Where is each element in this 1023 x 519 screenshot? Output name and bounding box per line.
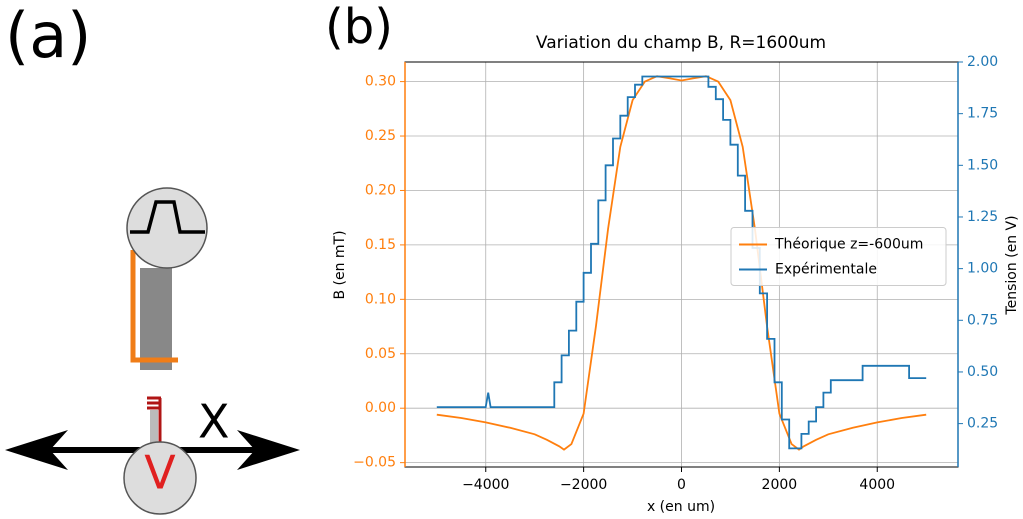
y-tick-label: 0.20 (365, 182, 396, 198)
pulse (130, 200, 205, 234)
x-tick-label: 2000 (762, 477, 798, 493)
y-tick-label: 0.05 (365, 346, 396, 362)
series-line (436, 75, 927, 450)
y-tick-label: 0.25 (365, 128, 396, 144)
y2-axis-label: Tension (en V) (1004, 215, 1020, 315)
y-axis-label: B (en mT) (332, 230, 348, 299)
axis-label: X (198, 395, 230, 449)
x-tick-label: 4000 (859, 477, 895, 493)
y2-tick-label: 0.25 (967, 416, 998, 432)
chart: Variation du champ B, R=1600um x (en um)… (332, 33, 1020, 515)
y-tick-label: 0.10 (365, 291, 396, 307)
x-tick-label: −4000 (462, 477, 509, 493)
legend-label: Expérimentale (775, 262, 877, 278)
arrow-head (237, 430, 300, 470)
voltmeter (123, 441, 197, 515)
y2-tick-label: 0.75 (967, 312, 998, 328)
scope (126, 187, 208, 269)
meter-label: V (144, 446, 176, 500)
y2-tick-label: 1.75 (967, 106, 998, 122)
y-tick-label: 0.00 (365, 400, 396, 416)
y2-tick-label: 1.25 (967, 209, 998, 225)
legend-label: Théorique z=-600um (774, 237, 923, 253)
x-axis-label: x (en um) (647, 499, 715, 515)
y2-tick-label: 0.50 (967, 364, 998, 380)
panel-label: (b) (325, 0, 393, 55)
sensor-stem (150, 410, 158, 450)
y2-tick-label: 1.50 (967, 157, 998, 173)
wire (130, 250, 178, 363)
coil (147, 396, 162, 448)
y2-tick-label: 2.00 (967, 54, 998, 70)
y-tick-label: −0.05 (353, 455, 396, 471)
diagram: X V (5, 187, 300, 515)
y2-tick-label: 1.00 (967, 261, 998, 277)
series-line (436, 75, 927, 451)
legend-box (730, 227, 947, 286)
y-tick-label: 0.30 (365, 74, 396, 90)
y-tick-label: 0.15 (365, 237, 396, 253)
panel-label: (a) (5, 0, 91, 72)
arrow-head (5, 430, 68, 470)
x-tick-label: 0 (677, 477, 686, 493)
probe-body (140, 268, 172, 370)
chart-title: Variation du champ B, R=1600um (536, 33, 826, 53)
x-tick-label: −2000 (560, 477, 607, 493)
